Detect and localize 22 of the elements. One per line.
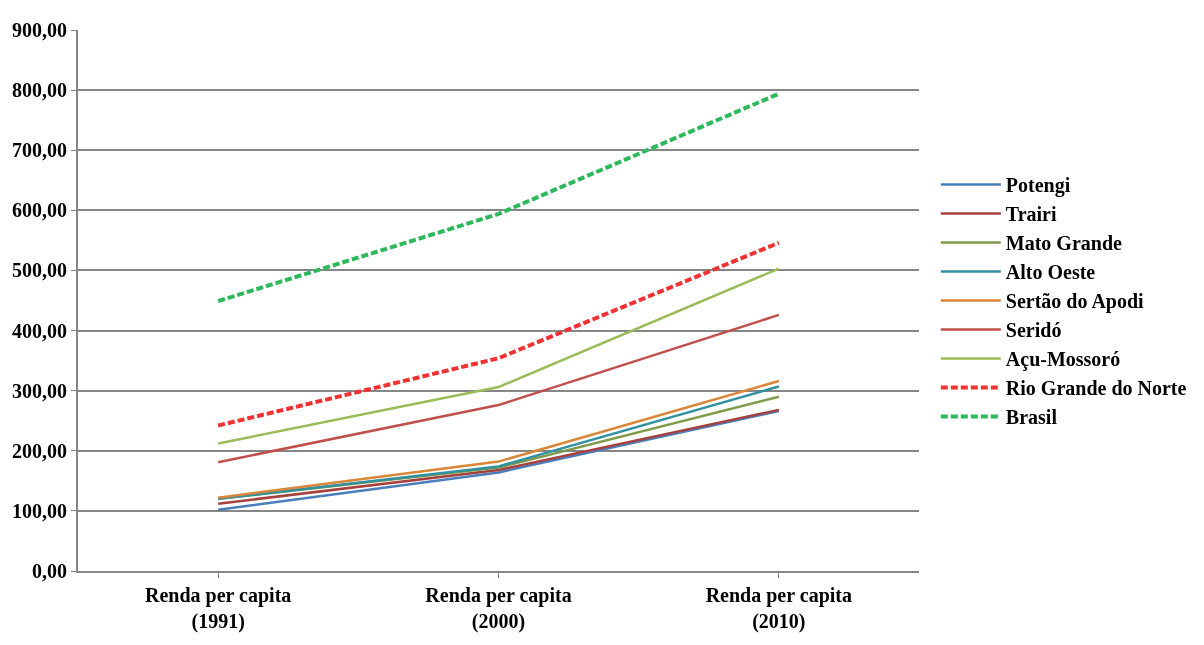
y-tick-label: 700,00 [12,139,67,162]
legend-label: Brasil [1005,406,1058,429]
legend-label: Sertão do Apodi [1005,290,1145,314]
y-tick-label: 800,00 [12,79,67,102]
x-tick-label: Renda per capita (2010) [705,584,852,633]
y-tick-label: 0,00 [32,560,67,582]
x-tick-label: Renda per capita (2000) [425,584,572,633]
y-tick-label: 300,00 [12,379,67,402]
y-tick-label: 900,00 [12,19,67,41]
legend-label: Rio Grande do Norte [1005,377,1187,400]
y-tick-label: 100,00 [12,499,67,522]
y-tick-label: 400,00 [12,319,67,342]
y-tick-label: 200,00 [12,439,67,462]
legend-label: Mato Grande [1005,232,1123,255]
legend-label: Alto Oeste [1005,261,1096,284]
legend-label: Açu-Mossoró [1005,348,1121,372]
legend-label: Potengi [1005,174,1071,198]
y-tick-label: 600,00 [12,199,67,222]
y-tick-label: 500,00 [12,259,67,282]
legend-label: Seridó [1005,319,1062,342]
x-tick-label: Renda per capita (1991) [145,584,292,633]
legend-label: Trairi [1005,203,1057,226]
